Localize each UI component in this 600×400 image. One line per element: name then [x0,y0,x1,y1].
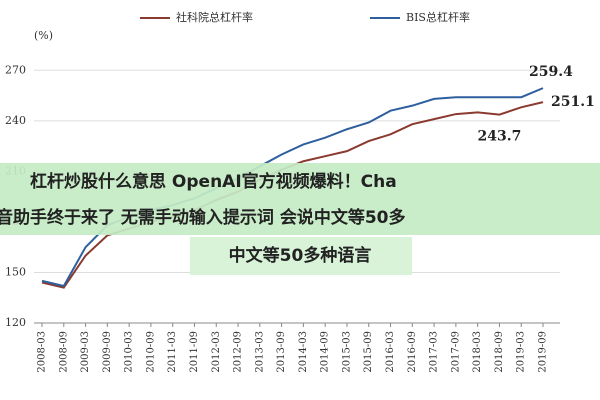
banner-text: 中文等50多种语言 [229,245,372,266]
x-tick-label: 2009-03 [80,331,91,373]
x-tick-label: 2019-09 [538,331,549,373]
banner-bg [190,237,412,275]
banner-text: 音助手终于来了 无需手动输入提示词 会说中文等50多 [0,207,406,228]
banner-bg [0,163,600,235]
legend-label: BIS总杠杆率 [406,10,470,24]
x-tick-label: 2008-09 [58,331,69,373]
y-tick-label: 120 [5,316,26,329]
x-tick-label: 2012-03 [211,331,222,373]
x-tick-label: 2011-09 [189,331,200,373]
data-label: 259.4 [529,64,573,80]
x-tick-label: 2012-09 [233,331,244,373]
y-axis-label: (%) [34,29,53,42]
x-tick-label: 2013-09 [276,331,287,373]
y-tick-label: 270 [5,63,26,76]
x-tick-label: 2016-03 [385,331,396,373]
x-tick-label: 2014-03 [298,331,309,373]
x-tick-label: 2015-03 [341,331,352,373]
x-tick-label: 2016-09 [407,331,418,373]
x-tick-label: 2013-03 [254,331,265,373]
x-tick-label: 2018-09 [494,331,505,373]
data-label: 251.1 [551,94,595,110]
x-tick-label: 2017-03 [429,331,440,373]
x-tick-label: 2015-09 [363,331,374,373]
data-label: 243.7 [478,129,522,145]
y-tick-label: 150 [5,265,26,278]
x-tick-label: 2014-09 [320,331,331,373]
x-tick-label: 2009-09 [102,331,113,373]
y-tick-label: 240 [5,114,26,127]
banner-text: 杠杆炒股什么意思 OpenAI官方视频爆料！Cha [30,171,397,192]
x-tick-label: 2019-03 [516,331,527,373]
x-tick-label: 2010-03 [124,331,135,373]
x-tick-label: 2008-03 [37,331,48,373]
x-tick-label: 2011-03 [167,331,178,373]
legend-label: 社科院总杠杆率 [176,10,253,24]
x-tick-label: 2010-09 [145,331,156,373]
x-tick-label: 2018-03 [472,331,483,373]
x-tick-label: 2017-09 [450,331,461,373]
